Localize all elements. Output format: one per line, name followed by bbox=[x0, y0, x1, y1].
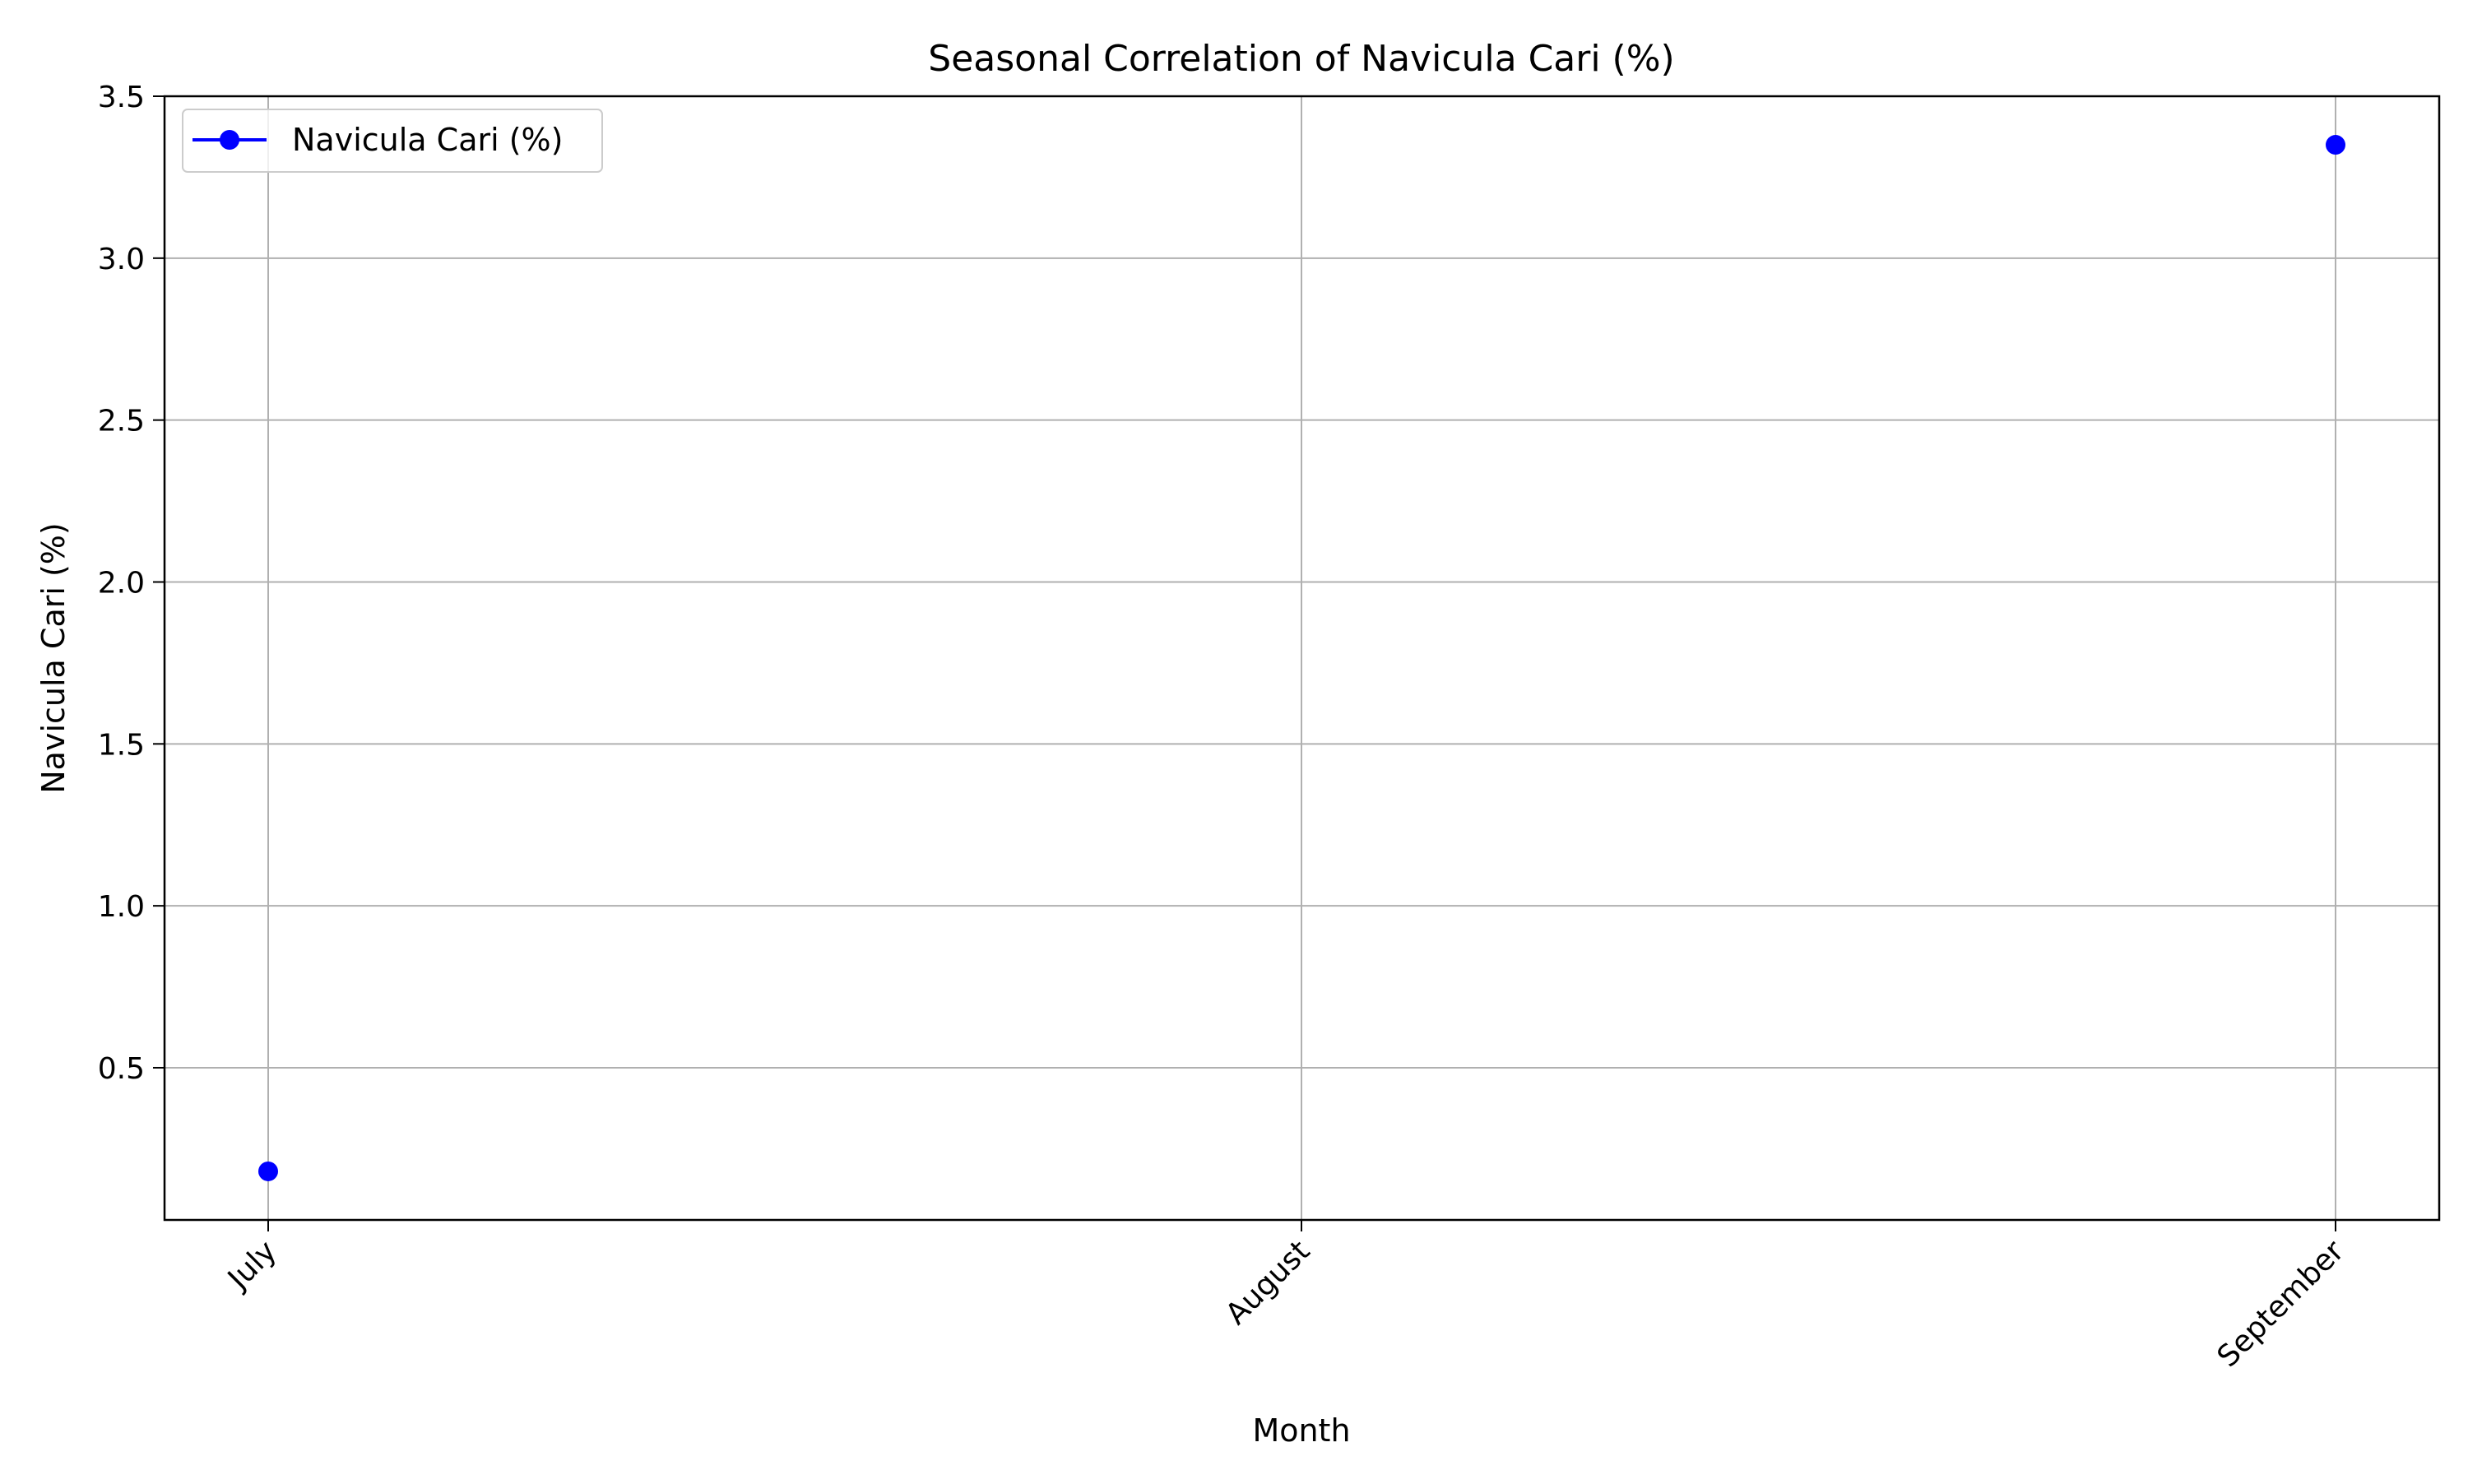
y-tick-label: 2.5 bbox=[98, 405, 145, 438]
y-tick-label: 3.0 bbox=[98, 243, 145, 276]
data-point bbox=[2326, 135, 2345, 155]
legend: Navicula Cari (%) bbox=[182, 109, 603, 173]
x-axis-label: Month bbox=[1252, 1412, 1350, 1449]
y-tick-label: 2.0 bbox=[98, 566, 145, 600]
chart-title: Seasonal Correlation of Navicula Cari (%… bbox=[928, 38, 1674, 80]
y-tick-label: 1.0 bbox=[98, 890, 145, 924]
y-tick-label: 3.5 bbox=[98, 81, 145, 114]
y-axis-label: Navicula Cari (%) bbox=[35, 522, 72, 794]
y-axis: 0.5 1.0 1.5 2.0 2.5 3.0 3.5 bbox=[98, 81, 165, 1086]
y-tick-label: 1.5 bbox=[98, 728, 145, 762]
legend-entry-label: Navicula Cari (%) bbox=[292, 122, 564, 158]
legend-marker-swatch bbox=[220, 130, 239, 150]
series-layer bbox=[258, 135, 2345, 1181]
y-tick-label: 0.5 bbox=[98, 1052, 145, 1086]
legend-box bbox=[182, 109, 603, 173]
data-point bbox=[258, 1161, 278, 1181]
